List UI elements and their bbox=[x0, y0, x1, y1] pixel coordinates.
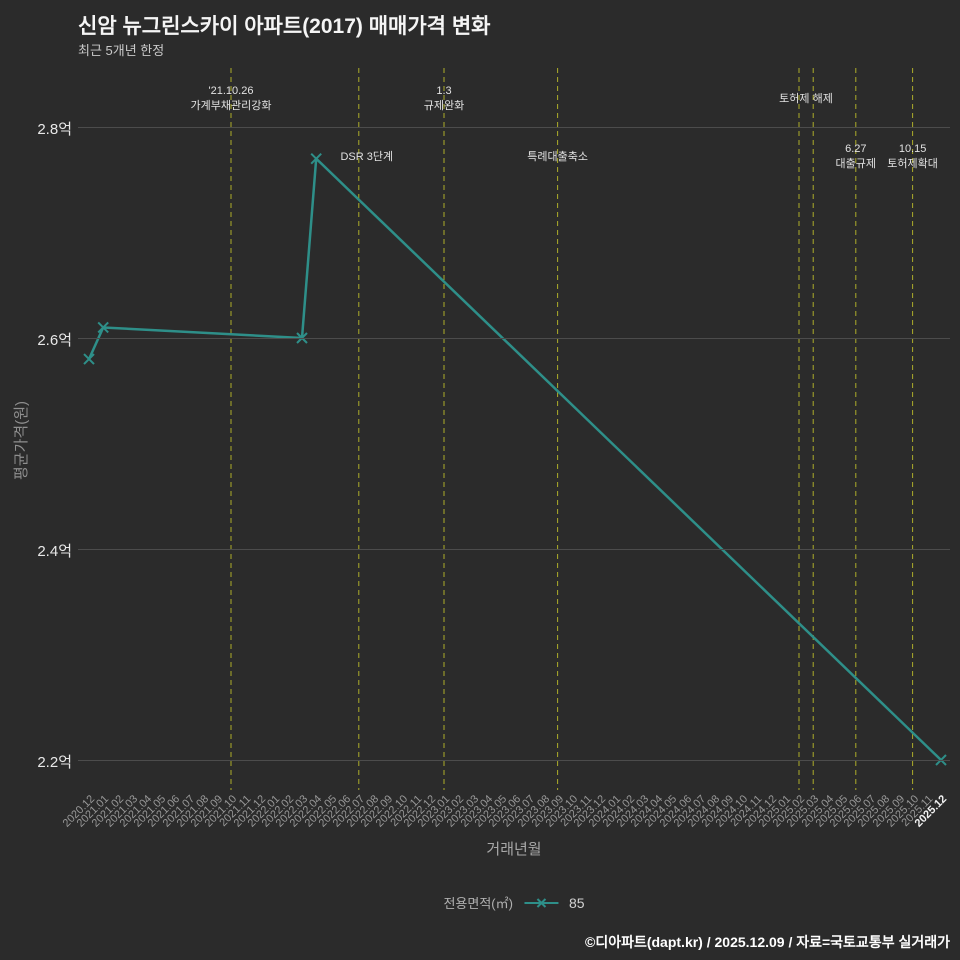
gridline bbox=[78, 759, 950, 761]
series-line-x-marker-icon bbox=[523, 897, 558, 908]
data-point-marker bbox=[97, 321, 109, 334]
y-tick-label: 2.8억 bbox=[37, 121, 72, 138]
legend: 전용면적(㎡) 85 bbox=[443, 893, 584, 912]
chart-title: 신암 뉴그린스카이 아파트(2017) 매매가격 변화 bbox=[78, 15, 491, 38]
event-annotation: '21.10.26 가계부채관리강화 bbox=[190, 85, 272, 112]
legend-label: 전용면적(㎡) bbox=[443, 896, 513, 911]
event-annotation: 1.3 규제완화 bbox=[423, 85, 465, 112]
legend-series-name: 85 bbox=[568, 894, 585, 911]
data-point-marker bbox=[310, 152, 322, 165]
gridline bbox=[78, 337, 950, 339]
y-axis-title: 평균가격(원) bbox=[13, 401, 30, 480]
event-annotation: 6.27 대출규제 bbox=[835, 143, 877, 170]
credit-footer: ©디아파트(dapt.kr) / 2025.12.09 / 자료=국토교통부 실… bbox=[585, 934, 950, 950]
event-annotation: DSR 3단계 bbox=[340, 151, 394, 163]
x-axis-title: 거래년월 bbox=[486, 841, 542, 858]
gridline bbox=[78, 548, 950, 550]
event-annotation: 10.15 토허제확대 bbox=[887, 143, 938, 170]
gridline bbox=[78, 126, 950, 128]
y-tick-label: 2.4억 bbox=[37, 543, 72, 560]
chart-subtitle: 최근 5개년 한정 bbox=[78, 43, 165, 58]
y-tick-label: 2.6억 bbox=[37, 332, 72, 349]
event-annotation: 토허제 해제 bbox=[779, 93, 833, 105]
y-tick-label: 2.2억 bbox=[37, 754, 72, 771]
data-point-marker bbox=[83, 353, 95, 365]
event-annotation: 특례대출축소 bbox=[527, 151, 588, 163]
